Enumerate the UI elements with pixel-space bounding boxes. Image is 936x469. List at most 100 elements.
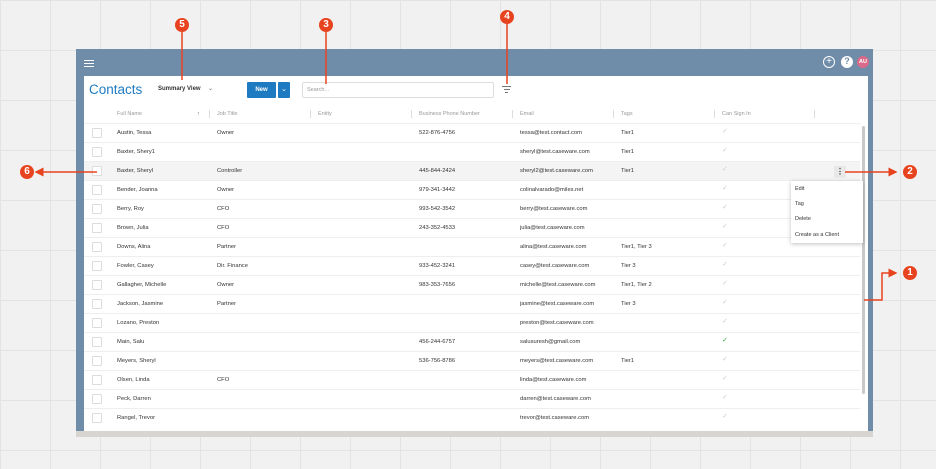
column-divider[interactable] — [310, 110, 311, 118]
table-row[interactable]: Lozano, Preston preston@test.caseware.com… — [84, 313, 860, 332]
table-row[interactable]: Meyers, Sheryl 536-756-8786 meyers@test.ca… — [84, 351, 860, 370]
cell-phone: 993-542-3542 — [419, 206, 456, 212]
cell-name: Baxter, Shery1 — [117, 149, 156, 155]
cell-job: CFO — [217, 225, 230, 231]
table-row[interactable]: Peck, Darren darren@test.caseware.com ✓ — [84, 389, 860, 408]
column-header[interactable]: Can Sign In — [722, 111, 751, 117]
row-checkbox[interactable] — [92, 204, 102, 214]
check-icon: ✓ — [722, 223, 728, 230]
check-icon: ✓ — [722, 299, 728, 306]
table-row[interactable]: Baxter, Shery1 sheryl@test.caseware.com Ti… — [84, 142, 860, 161]
column-divider[interactable] — [814, 110, 815, 118]
row-checkbox[interactable] — [92, 147, 102, 157]
plus-circle-icon[interactable]: + — [823, 56, 835, 68]
table-row[interactable]: Brown, Julia CFO 243-352-4533 julia@test.ca… — [84, 218, 860, 237]
table-row[interactable]: Jackson, Jasmine Partner jasmine@test.case… — [84, 294, 860, 313]
check-icon: ✓ — [722, 337, 728, 344]
check-icon: ✓ — [722, 394, 728, 401]
column-divider[interactable] — [512, 110, 513, 118]
menu-item-delete[interactable]: Delete — [795, 216, 811, 222]
column-divider[interactable] — [714, 110, 715, 118]
column-header[interactable]: Business Phone Number — [419, 111, 480, 117]
app-window: + ? AU Contacts Summary View ⌄ New ⌄ Sea… — [76, 49, 873, 437]
cell-tags: Tier1 — [621, 130, 634, 136]
cell-job: Owner — [217, 282, 235, 288]
new-button[interactable]: New — [247, 82, 276, 98]
column-divider[interactable] — [209, 110, 210, 118]
menu-item-tag[interactable]: Tag — [795, 201, 804, 207]
cell-tags: Tier 3 — [621, 263, 636, 269]
column-divider[interactable] — [411, 110, 412, 118]
cell-tags: Tier1 — [621, 149, 634, 155]
cell-tags: Tier1, Tier 3 — [621, 244, 652, 250]
cell-tags: Tier1 — [621, 168, 634, 174]
cell-email: alina@test.caseware.com — [520, 244, 587, 250]
search-input[interactable]: Search... — [302, 82, 494, 98]
table-row[interactable]: Olsen, Linda CFO linda@test.caseware.com ✓ — [84, 370, 860, 389]
table-row[interactable]: Fowler, Casey Dir. Finance 933-452-3241 cas… — [84, 256, 860, 275]
column-header[interactable]: Full Name — [117, 111, 143, 117]
contacts-panel: Contacts Summary View ⌄ New ⌄ Search... … — [84, 76, 868, 431]
table-row[interactable]: Berry, Roy CFO 993-542-3542 berry@test.case… — [84, 199, 860, 218]
cell-name: Bender, Joanna — [117, 187, 158, 193]
row-checkbox[interactable] — [92, 318, 102, 328]
row-checkbox[interactable] — [92, 280, 102, 290]
cell-name: Meyers, Sheryl — [117, 358, 156, 364]
row-checkbox[interactable] — [92, 299, 102, 309]
table-row[interactable]: Bender, Joanna Owner 979-341-3442 colinalva… — [84, 180, 860, 199]
row-checkbox[interactable] — [92, 413, 102, 423]
menu-item-create-client[interactable]: Create as a Client — [795, 232, 840, 238]
hamburger-menu-icon[interactable] — [84, 60, 94, 67]
column-header[interactable]: Email — [520, 111, 534, 117]
row-checkbox[interactable] — [92, 356, 102, 366]
sort-ascending-icon[interactable]: ↑ — [197, 111, 200, 117]
table-row[interactable]: Austin, Tessa Owner 522-876-4756 tessa@test… — [84, 123, 860, 142]
cell-email: salusuresh@gmail.com — [520, 339, 581, 345]
column-header[interactable]: Entity — [318, 111, 332, 117]
help-icon[interactable]: ? — [841, 56, 853, 68]
filter-icon[interactable] — [502, 86, 511, 95]
check-icon: ✓ — [722, 242, 728, 249]
row-checkbox[interactable] — [92, 223, 102, 233]
annotation-2: 2 — [903, 165, 917, 179]
cell-email: trevor@test.caseware.com — [520, 415, 590, 421]
annotation-5: 5 — [175, 18, 189, 32]
cell-name: Berry, Roy — [117, 206, 144, 212]
cell-tags: Tier1 — [621, 358, 634, 364]
check-icon: ✓ — [722, 318, 728, 325]
column-header[interactable]: Tags — [621, 111, 633, 117]
row-checkbox[interactable] — [92, 166, 102, 176]
cell-job: Partner — [217, 244, 237, 250]
table-row[interactable]: Gallagher, Michelle Owner 983-353-7656 mich… — [84, 275, 860, 294]
cell-phone: 445-844-2424 — [419, 168, 456, 174]
cell-name: Gallagher, Michelle — [117, 282, 167, 288]
row-checkbox[interactable] — [92, 242, 102, 252]
column-divider[interactable] — [613, 110, 614, 118]
scrollbar[interactable] — [862, 126, 865, 394]
menu-item-edit[interactable]: Edit — [795, 186, 805, 192]
more-actions-icon[interactable]: ⋮ — [834, 166, 846, 178]
new-dropdown-button[interactable]: ⌄ — [278, 82, 290, 98]
table-row[interactable]: Main, Salu 456-244-6757 salusuresh@gmail.c… — [84, 332, 860, 351]
row-checkbox[interactable] — [92, 375, 102, 385]
table-row[interactable]: Rangel, Trevor trevor@test.caseware.com ✓ — [84, 408, 860, 427]
cell-name: Baxter, Sheryl — [117, 168, 154, 174]
column-header[interactable]: Job Title — [217, 111, 238, 117]
row-checkbox[interactable] — [92, 128, 102, 138]
row-checkbox[interactable] — [92, 261, 102, 271]
view-selector[interactable]: Summary View — [158, 86, 201, 92]
check-icon: ✓ — [722, 280, 728, 287]
chevron-down-icon[interactable]: ⌄ — [208, 86, 214, 92]
row-checkbox[interactable] — [92, 337, 102, 347]
table-row[interactable]: Baxter, Sheryl Controller 445-844-2424 sher… — [84, 161, 860, 180]
cell-name: Downs, Alina — [117, 244, 151, 250]
cell-email: preston@test.caseware.com — [520, 320, 594, 326]
cell-name: Fowler, Casey — [117, 263, 154, 269]
avatar[interactable]: AU — [857, 56, 869, 68]
table-row[interactable]: Downs, Alina Partner alina@test.caseware.c… — [84, 237, 860, 256]
cell-job: CFO — [217, 377, 230, 383]
cell-email: tessa@test.contact.com — [520, 130, 582, 136]
row-checkbox[interactable] — [92, 394, 102, 404]
row-checkbox[interactable] — [92, 185, 102, 195]
